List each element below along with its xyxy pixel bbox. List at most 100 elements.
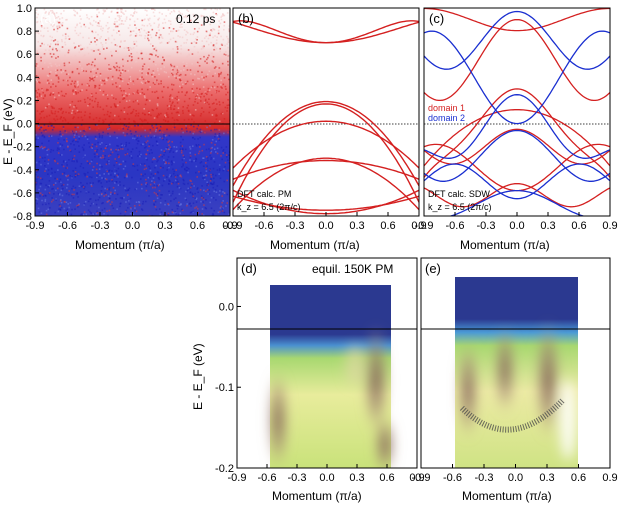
x-tick-label: 0.3 bbox=[349, 472, 364, 484]
panel-e-spectral-weight bbox=[458, 320, 576, 460]
y-tick-label: 0.2 bbox=[17, 95, 32, 107]
x-tick-label: 0.0 bbox=[125, 220, 140, 232]
y-axis-label-top: E - E_F (eV) bbox=[1, 98, 15, 165]
panel-e-label: (e) bbox=[425, 261, 441, 276]
x-tick-label: 0.3 bbox=[539, 472, 554, 484]
x-tick-label: 0.0 bbox=[509, 220, 524, 232]
panel-e-annotation: equil. 20K SDW bbox=[503, 262, 588, 276]
y-tick-label: 0.4 bbox=[17, 72, 32, 84]
x-tick-label: 0.9 bbox=[602, 472, 617, 484]
band-curve bbox=[424, 182, 610, 208]
y-tick-label: 1.0 bbox=[17, 3, 32, 15]
x-tick-label: -0.3 bbox=[286, 220, 305, 232]
panel-a-y-ticks: 1.0 0.8 0.6 0.4 0.2 0.0 -0.2 -0.4 -0.6 -0.8 bbox=[13, 3, 39, 223]
band-curve bbox=[424, 18, 610, 102]
panel-b-caption-1: DFT calc. PM bbox=[237, 189, 291, 199]
panel-d-annotation: equil. 150K PM bbox=[312, 262, 393, 276]
panel-d-label: (d) bbox=[241, 261, 257, 276]
panel-c-background bbox=[424, 8, 610, 216]
x-tick-label: 0.9 bbox=[602, 220, 617, 232]
panel-d: (d) equil. 150K PM -0.9 -0.6 -0.3 0.0 0.3 0.6… bbox=[215, 257, 425, 484]
band-curve bbox=[424, 163, 610, 200]
panel-c-caption-2: k_z = 6.5 (2π/c) bbox=[428, 202, 491, 212]
band-curve bbox=[233, 20, 419, 44]
x-tick-label: -0.3 bbox=[288, 472, 307, 484]
band-curve bbox=[233, 120, 419, 169]
y-tick-label: 0.0 bbox=[219, 301, 234, 313]
x-tick-label: 0.9 bbox=[409, 472, 424, 484]
x-axis-label-e: Momentum (π/a) bbox=[462, 489, 552, 503]
x-tick-label: -0.9 bbox=[415, 220, 434, 232]
panel-b-caption-2: k_z = 6.5 (2π/c) bbox=[237, 202, 300, 212]
x-tick-label: -0.9 bbox=[26, 220, 45, 232]
panel-b-label: (b) bbox=[238, 11, 254, 26]
x-tick-label: 0.6 bbox=[571, 472, 586, 484]
y-tick-label: 0.8 bbox=[17, 26, 32, 38]
band-curve bbox=[424, 94, 610, 159]
x-tick-label: 0.6 bbox=[379, 472, 394, 484]
x-tick-label: -0.3 bbox=[91, 220, 110, 232]
band-curve bbox=[424, 8, 610, 32]
panel-a-label: (a) bbox=[40, 11, 56, 26]
band-curve bbox=[424, 129, 610, 182]
band-curve bbox=[424, 30, 610, 125]
band-curve bbox=[233, 159, 419, 180]
y-tick-label: -0.2 bbox=[13, 142, 32, 154]
x-tick-label: 0.9 bbox=[222, 220, 237, 232]
y-tick-label: -0.4 bbox=[13, 165, 32, 177]
panel-d-y-ticks: 0.0 -0.1 -0.2 bbox=[215, 301, 241, 475]
x-tick-label: -0.9 bbox=[224, 220, 243, 232]
panel-b-background bbox=[233, 8, 419, 216]
panel-b: (b) DFT calc. PM k_z = 6.5 (2π/c) -0.9 -0… bbox=[224, 7, 427, 232]
panel-c-caption-1: DFT calc. SDW bbox=[428, 189, 490, 199]
panel-b-x-ticks: -0.9 -0.6 -0.3 0.0 0.3 0.6 0.9 bbox=[224, 212, 427, 232]
x-tick-label: 0.3 bbox=[540, 220, 555, 232]
panel-c-legend-domain-1: domain 1 bbox=[428, 103, 465, 113]
x-tick-label: -0.9 bbox=[228, 472, 247, 484]
y-tick-label: -0.6 bbox=[13, 188, 32, 200]
band-curve bbox=[424, 10, 610, 70]
x-tick-label: -0.6 bbox=[446, 220, 465, 232]
band-curve bbox=[424, 88, 610, 178]
panel-a-x-ticks: -0.9 -0.6 -0.3 0.0 0.3 0.6 0.9 bbox=[26, 212, 238, 232]
x-tick-label: 0.6 bbox=[571, 220, 586, 232]
x-tick-label: -0.6 bbox=[258, 472, 277, 484]
x-tick-label: 0.0 bbox=[508, 472, 523, 484]
x-tick-label: -0.6 bbox=[443, 472, 462, 484]
x-tick-label: 0.3 bbox=[157, 220, 172, 232]
x-tick-label: -0.6 bbox=[58, 220, 77, 232]
panel-d-x-ticks: -0.9 -0.6 -0.3 0.0 0.3 0.6 0.9 bbox=[228, 464, 425, 484]
panel-c: (c) domain 1 domain 2 DFT calc. SDW k_z … bbox=[415, 7, 618, 232]
band-curve bbox=[233, 103, 419, 203]
x-axis-label-d: Momentum (π/a) bbox=[272, 489, 362, 503]
panel-c-legend-domain-2: domain 2 bbox=[428, 113, 465, 123]
band-curve bbox=[424, 109, 610, 167]
y-tick-label: -0.8 bbox=[13, 211, 32, 223]
x-tick-label: 0.0 bbox=[318, 220, 333, 232]
x-axis-label-a: Momentum (π/a) bbox=[75, 238, 165, 252]
x-tick-label: -0.6 bbox=[255, 220, 274, 232]
panel-e: (e) equil. 20K SDW -0.9 -0.6 -0.3 0.0 0.3 0.6… bbox=[412, 257, 618, 484]
y-axis-label-bottom: E - E_F (eV) bbox=[191, 343, 205, 410]
panel-c-x-ticks: -0.9 -0.6 -0.3 0.0 0.3 0.6 0.9 bbox=[415, 212, 618, 232]
y-tick-label: -0.1 bbox=[215, 382, 234, 394]
panel-b-bands bbox=[233, 20, 419, 215]
band-curve bbox=[233, 100, 419, 187]
x-tick-label: 0.3 bbox=[349, 220, 364, 232]
x-tick-label: -0.3 bbox=[477, 220, 496, 232]
x-axis-label-c: Momentum (π/a) bbox=[460, 238, 550, 252]
x-tick-label: 0.6 bbox=[380, 220, 395, 232]
y-tick-label: 0.6 bbox=[17, 49, 32, 61]
x-tick-label: -0.3 bbox=[475, 472, 494, 484]
x-tick-label: 0.6 bbox=[190, 220, 205, 232]
y-tick-label: -0.2 bbox=[215, 463, 234, 475]
panel-e-x-ticks: -0.9 -0.6 -0.3 0.0 0.3 0.6 0.9 bbox=[412, 464, 618, 484]
panel-c-label: (c) bbox=[429, 11, 444, 26]
band-curve bbox=[233, 157, 419, 211]
panel-a-annotation: 0.12 ps bbox=[176, 12, 215, 26]
x-axis-label-b: Momentum (π/a) bbox=[270, 238, 360, 252]
x-tick-label: -0.9 bbox=[412, 472, 431, 484]
panel-a: (a) 0.12 ps -0.9 -0.6 -0.3 0.0 0.3 0.6 0.9 1.0… bbox=[13, 3, 238, 232]
x-tick-label: 0.9 bbox=[411, 220, 426, 232]
